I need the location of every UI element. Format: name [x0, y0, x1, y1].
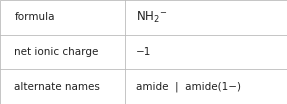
- Text: −1: −1: [136, 47, 152, 57]
- Text: alternate names: alternate names: [14, 82, 100, 92]
- Text: formula: formula: [14, 12, 55, 22]
- Text: amide  |  amide(1−): amide | amide(1−): [136, 81, 241, 92]
- Text: net ionic charge: net ionic charge: [14, 47, 99, 57]
- Text: NH$_2$$^{-}$: NH$_2$$^{-}$: [136, 10, 167, 25]
